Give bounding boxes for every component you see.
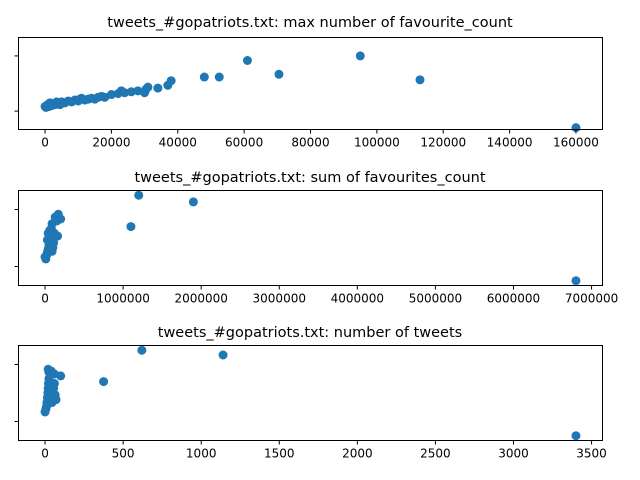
data-point <box>99 377 109 387</box>
x-tick-label: 3000 <box>498 447 529 461</box>
points-layer <box>40 51 581 133</box>
x-tick-label: 0 <box>41 447 49 461</box>
x-tick-label: 7000000 <box>565 292 618 306</box>
x-tick-label: 160000 <box>553 136 599 150</box>
x-tick-label: 80000 <box>291 136 329 150</box>
data-point <box>137 345 147 355</box>
axes-frame <box>18 190 603 286</box>
data-point <box>120 88 130 98</box>
subplot-max-favourite-count: tweets_#gopatriots.txt: max number of fa… <box>14 15 603 150</box>
ticks-layer: 0 1000000 2000000 3000000 4000000 5000000 6000… <box>14 209 618 306</box>
data-point <box>47 246 57 256</box>
x-tick-label: 40000 <box>159 136 197 150</box>
data-point <box>126 87 136 97</box>
x-tick-label: 3000000 <box>253 292 306 306</box>
data-point <box>355 51 365 61</box>
data-point <box>214 72 224 82</box>
x-tick-label: 500 <box>112 447 135 461</box>
axes-frame <box>18 345 603 441</box>
x-tick-label: 2000000 <box>174 292 227 306</box>
axes-frame <box>18 37 603 130</box>
data-point <box>42 235 52 245</box>
x-tick-label: 4000000 <box>331 292 384 306</box>
x-tick-label: 20000 <box>92 136 130 150</box>
x-tick-label: 120000 <box>420 136 466 150</box>
chart-title: tweets_#gopatriots.txt: number of tweets <box>158 325 462 341</box>
x-tick-label: 60000 <box>225 136 263 150</box>
chart-title: tweets_#gopatriots.txt: sum of favourite… <box>134 170 485 186</box>
data-point <box>415 75 425 85</box>
data-point <box>153 83 163 93</box>
x-tick-label: 2500 <box>420 447 451 461</box>
data-point <box>49 379 59 388</box>
points-layer <box>40 190 581 286</box>
points-layer <box>40 345 581 441</box>
x-tick-label: 2000 <box>342 447 373 461</box>
x-tick-label: 1000 <box>186 447 217 461</box>
data-point <box>106 90 116 100</box>
ticks-layer: 0 20000 40000 60000 80000 100000 120000 140000 1… <box>14 55 599 150</box>
data-point <box>51 395 61 405</box>
ticks-layer: 0 500 1000 1500 2000 2500 3000 3500 <box>14 364 607 461</box>
subplot-number-of-tweets: tweets_#gopatriots.txt: number of tweets… <box>14 325 607 461</box>
data-point <box>53 231 63 241</box>
x-tick-label: 0 <box>41 136 49 150</box>
x-tick-label: 0 <box>41 292 49 306</box>
data-point <box>571 431 581 441</box>
x-tick-label: 100000 <box>354 136 400 150</box>
x-tick-label: 3500 <box>576 447 607 461</box>
data-point <box>218 350 228 360</box>
data-point <box>143 82 153 92</box>
data-point <box>166 76 176 86</box>
data-point <box>45 225 55 235</box>
data-point <box>188 197 198 207</box>
x-tick-label: 6000000 <box>487 292 540 306</box>
data-point <box>56 214 66 224</box>
x-tick-label: 1000000 <box>96 292 149 306</box>
x-tick-label: 5000000 <box>409 292 462 306</box>
data-point <box>134 190 144 200</box>
data-point <box>242 56 252 65</box>
chart-title: tweets_#gopatriots.txt: max number of fa… <box>107 15 513 31</box>
data-point <box>126 222 136 232</box>
data-point <box>274 69 284 79</box>
data-point <box>571 276 581 286</box>
x-tick-label: 1500 <box>264 447 295 461</box>
data-point <box>56 371 66 381</box>
x-tick-label: 140000 <box>487 136 533 150</box>
data-point <box>199 72 209 82</box>
subplot-sum-favourites-count: tweets_#gopatriots.txt: sum of favourite… <box>14 170 618 306</box>
